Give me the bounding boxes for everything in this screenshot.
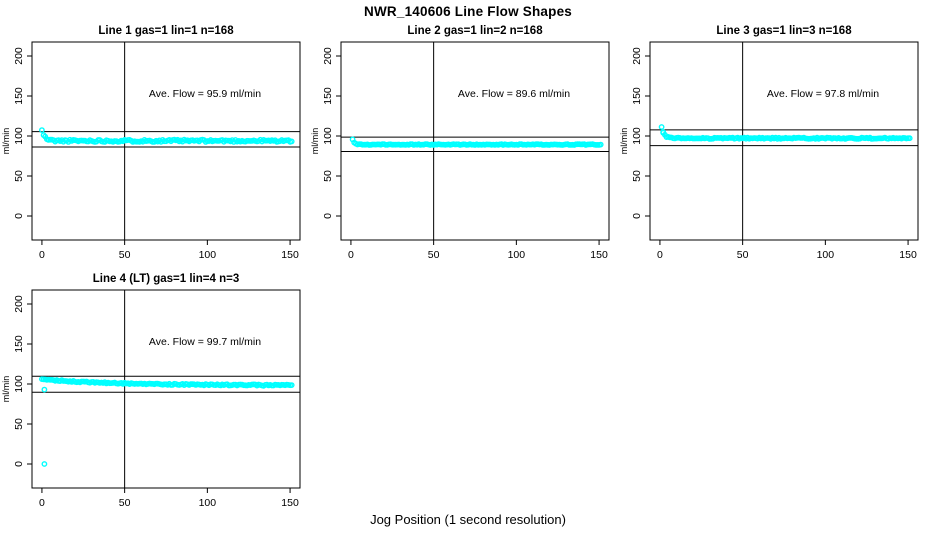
x-tick-label: 50 — [428, 249, 440, 261]
x-tick-label: 50 — [119, 249, 131, 261]
panel-line3-chart: Line 3 gas=1 lin=3 n=168 Ave. Flow = 97.… — [619, 25, 919, 261]
ave-flow-annotation: Ave. Flow = 97.8 ml/min — [767, 88, 879, 100]
y-tick-label: 50 — [13, 170, 25, 182]
y-tick-label: 0 — [13, 461, 25, 467]
x-tick-label: 100 — [199, 249, 217, 261]
x-tick-label: 0 — [39, 497, 45, 509]
y-axis-label: ml/min — [1, 128, 11, 155]
data-point — [660, 129, 667, 136]
y-tick-label: 0 — [631, 213, 643, 219]
y-tick-label: 50 — [322, 170, 334, 182]
y-tick-label: 200 — [322, 47, 334, 65]
plot-area: 0 50 100 150 0 50 100 150 200 ml/min — [1, 41, 301, 261]
data-points — [39, 127, 295, 145]
y-tick-label: 100 — [13, 127, 25, 145]
data-points — [349, 136, 604, 148]
panel-title: Line 4 (LT) gas=1 lin=4 n=3 — [93, 273, 239, 285]
x-tick-label: 150 — [899, 249, 917, 261]
y-axis-label: ml/min — [1, 376, 11, 403]
panel-line2-chart: Line 2 gas=1 lin=2 n=168 Ave. Flow = 89.… — [310, 25, 610, 261]
data-point — [41, 461, 48, 467]
y-tick-label: 150 — [322, 87, 334, 105]
x-tick-label: 100 — [199, 497, 217, 509]
panel-line1-chart: Line 1 gas=1 lin=1 n=168 Ave. Flow = 95.… — [1, 25, 301, 261]
x-tick-label: 150 — [590, 249, 608, 261]
y-tick-label: 150 — [13, 335, 25, 353]
plot-box — [340, 41, 610, 241]
plot-box — [649, 41, 919, 241]
x-tick-label: 0 — [348, 249, 354, 261]
y-tick-label: 150 — [631, 87, 643, 105]
data-point — [288, 138, 295, 145]
x-axis-label: Jog Position (1 second resolution) — [370, 512, 566, 527]
y-tick-label: 100 — [322, 127, 334, 145]
data-point — [288, 382, 295, 389]
y-tick-label: 0 — [322, 213, 334, 219]
data-point — [39, 127, 45, 134]
panel-title: Line 2 gas=1 lin=2 n=168 — [407, 25, 543, 37]
data-point — [41, 386, 48, 393]
panel-line4-chart: Line 4 (LT) gas=1 lin=4 n=3 Ave. Flow = … — [1, 273, 301, 509]
data-points — [658, 124, 913, 142]
y-tick-label: 200 — [13, 47, 25, 65]
y-axis-label: ml/min — [310, 128, 320, 155]
x-tick-label: 150 — [281, 497, 299, 509]
plot-box — [31, 289, 301, 489]
y-tick-label: 50 — [631, 170, 643, 182]
y-tick-label: 150 — [13, 87, 25, 105]
y-tick-label: 100 — [631, 127, 643, 145]
data-point — [597, 141, 604, 148]
x-tick-label: 150 — [281, 249, 299, 261]
ave-flow-annotation: Ave. Flow = 99.7 ml/min — [149, 336, 261, 348]
y-tick-label: 100 — [13, 375, 25, 393]
data-point — [906, 135, 913, 142]
chart-main-title: NWR_140606 Line Flow Shapes — [364, 4, 572, 19]
x-tick-label: 50 — [119, 497, 131, 509]
x-tick-label: 0 — [657, 249, 663, 261]
x-tick-label: 50 — [737, 249, 749, 261]
ave-flow-annotation: Ave. Flow = 95.9 ml/min — [149, 88, 261, 100]
data-point — [658, 124, 665, 130]
ave-flow-annotation: Ave. Flow = 89.6 ml/min — [458, 88, 570, 100]
data-points — [39, 376, 295, 467]
x-tick-label: 100 — [508, 249, 526, 261]
plot-box — [31, 41, 301, 241]
panel-title: Line 1 gas=1 lin=1 n=168 — [98, 25, 234, 37]
plot-area: 0 50 100 150 0 50 100 150 200 ml/min — [1, 289, 301, 509]
plot-area: 0 50 100 150 0 50 100 150 200 ml/min — [310, 41, 610, 261]
x-tick-label: 0 — [39, 249, 45, 261]
plot-area: 0 50 100 150 0 50 100 150 200 ml/min — [619, 41, 919, 261]
x-tick-label: 100 — [817, 249, 835, 261]
y-tick-label: 0 — [13, 213, 25, 219]
y-tick-label: 200 — [13, 295, 25, 313]
y-tick-label: 200 — [631, 47, 643, 65]
panel-title: Line 3 gas=1 lin=3 n=168 — [716, 25, 852, 37]
y-tick-label: 50 — [13, 418, 25, 430]
y-axis-label: ml/min — [619, 128, 629, 155]
